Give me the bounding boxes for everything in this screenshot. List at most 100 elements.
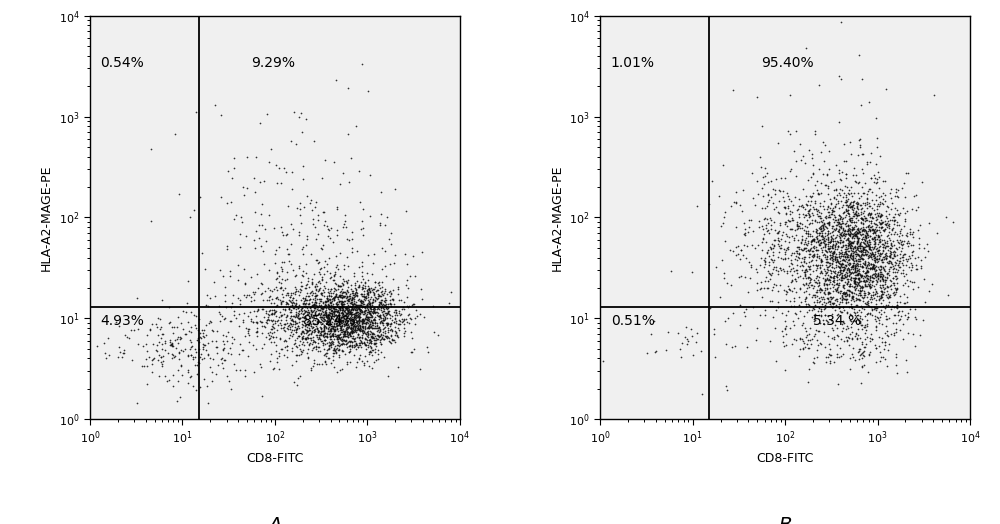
Point: [320, 304, 336, 312]
Point: [271, 272, 287, 280]
Point: [855, 243, 871, 252]
Point: [192, 193, 208, 201]
Point: [192, 329, 208, 337]
Point: [885, 274, 901, 282]
Point: [886, 280, 902, 289]
Point: [335, 305, 351, 314]
Point: [816, 265, 832, 273]
Point: [889, 267, 905, 276]
Point: [762, 337, 778, 345]
Point: [815, 251, 831, 259]
Point: [279, 345, 295, 354]
Point: [268, 312, 284, 321]
Point: [842, 228, 858, 236]
Point: [273, 279, 289, 288]
Point: [849, 314, 865, 322]
Point: [367, 282, 383, 291]
Point: [898, 269, 914, 278]
Point: [815, 226, 831, 234]
Point: [757, 310, 773, 319]
Point: [340, 308, 356, 316]
Point: [828, 286, 844, 294]
Point: [898, 260, 914, 269]
Point: [826, 271, 842, 280]
Point: [770, 287, 786, 295]
Point: [329, 293, 345, 301]
Point: [344, 334, 360, 342]
Point: [316, 327, 332, 335]
Point: [809, 336, 825, 344]
Point: [809, 298, 825, 307]
Point: [796, 239, 812, 248]
Point: [868, 287, 884, 296]
Point: [328, 304, 344, 313]
Point: [847, 221, 863, 230]
Point: [811, 81, 827, 90]
Point: [216, 343, 232, 352]
Point: [794, 201, 810, 210]
Point: [370, 291, 386, 300]
Point: [840, 324, 856, 332]
Point: [277, 284, 293, 292]
Point: [352, 335, 368, 344]
Point: [312, 311, 328, 320]
Point: [359, 313, 375, 321]
Point: [332, 315, 348, 324]
Point: [854, 321, 870, 329]
Point: [694, 390, 710, 398]
Point: [850, 255, 866, 263]
Point: [322, 319, 338, 327]
Point: [853, 205, 869, 213]
Point: [317, 297, 333, 305]
Point: [879, 287, 895, 295]
Point: [330, 331, 346, 339]
Point: [404, 334, 420, 343]
Point: [804, 237, 820, 245]
Point: [855, 169, 871, 178]
Point: [827, 296, 843, 304]
Point: [363, 304, 379, 313]
Point: [374, 319, 390, 328]
Point: [859, 266, 875, 275]
Point: [843, 239, 859, 248]
Point: [329, 308, 345, 316]
Point: [829, 286, 845, 294]
Point: [358, 341, 374, 349]
Point: [367, 277, 383, 286]
Point: [874, 287, 890, 296]
Point: [299, 235, 315, 243]
Point: [288, 285, 304, 293]
Point: [391, 315, 407, 324]
Point: [841, 256, 857, 264]
Point: [290, 374, 306, 382]
Point: [844, 263, 860, 271]
Point: [869, 178, 885, 187]
Point: [343, 326, 359, 335]
Point: [841, 292, 857, 301]
Point: [817, 237, 833, 245]
Point: [200, 350, 216, 358]
Y-axis label: HLA-A2-MAGE-PE: HLA-A2-MAGE-PE: [40, 164, 53, 271]
Point: [862, 184, 878, 193]
Point: [778, 290, 794, 298]
Point: [890, 210, 906, 218]
Point: [336, 320, 352, 328]
Point: [852, 239, 868, 248]
Point: [307, 309, 323, 317]
Point: [715, 160, 731, 169]
Point: [166, 323, 182, 332]
Point: [845, 293, 861, 301]
Point: [863, 293, 879, 301]
Point: [868, 300, 884, 308]
Point: [872, 262, 888, 270]
Point: [875, 177, 891, 185]
Point: [841, 265, 857, 273]
Point: [278, 231, 294, 239]
Point: [805, 267, 821, 275]
Point: [864, 335, 880, 344]
Point: [341, 314, 357, 322]
Point: [706, 325, 722, 333]
Point: [814, 269, 830, 278]
Point: [842, 251, 858, 259]
Point: [344, 320, 360, 329]
